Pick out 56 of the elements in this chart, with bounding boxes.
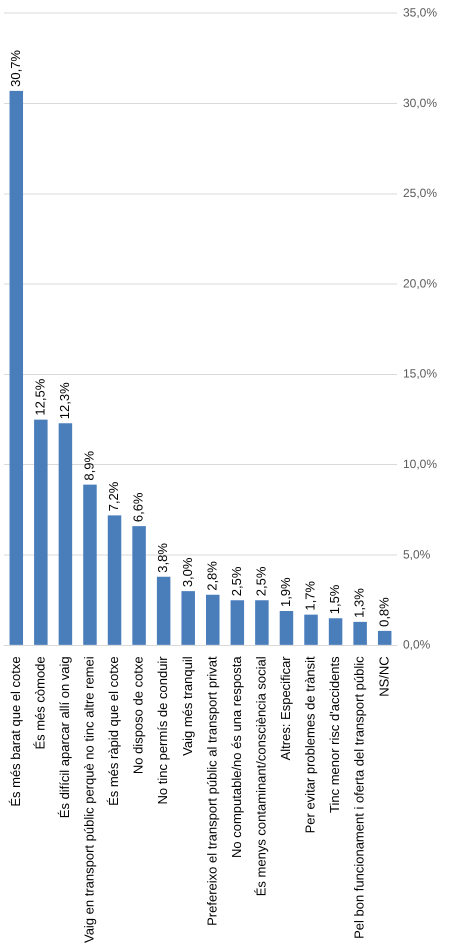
bar bbox=[255, 600, 269, 645]
x-tick-label: Vaig més tranquil bbox=[180, 656, 195, 756]
x-tick-label: És més barat que el cotxe bbox=[8, 656, 23, 807]
bar bbox=[132, 526, 146, 645]
x-tick-label: Tinc menor risc d'accidents bbox=[327, 656, 342, 813]
y-tick-label: 35,0% bbox=[402, 6, 438, 20]
bar bbox=[108, 515, 122, 645]
bar bbox=[10, 90, 24, 645]
x-tick-label: Vaig en transport públic perquè no tinc altre remei bbox=[82, 656, 97, 944]
x-tick-label: És menys contaminant/consciència social bbox=[253, 656, 268, 896]
x-tick-label: Pel bon funcionament i oferta del transport públic bbox=[352, 656, 367, 939]
x-tick-label: Per evitar problemes de trànsit bbox=[302, 656, 318, 834]
data-label: 2,5% bbox=[228, 566, 244, 596]
y-tick-label: 10,0% bbox=[402, 457, 438, 472]
y-tick-label: 5,0% bbox=[402, 547, 431, 562]
bar bbox=[378, 630, 392, 645]
bar bbox=[34, 420, 48, 645]
x-tick-label: No computable/no és una resposta bbox=[228, 656, 244, 858]
data-label: 12,3% bbox=[56, 382, 72, 420]
y-tick-label: 20,0% bbox=[402, 276, 438, 290]
data-label: 1,7% bbox=[302, 580, 318, 611]
data-label: 12,5% bbox=[32, 378, 48, 416]
data-label: 8,9% bbox=[82, 450, 97, 481]
data-label: 1,5% bbox=[327, 584, 342, 614]
data-label: 2,5% bbox=[253, 566, 268, 596]
x-tick-label: És més ràpid que el cotxe bbox=[106, 656, 122, 806]
data-label: 3,0% bbox=[180, 557, 195, 588]
x-tick-label: Prefereixo el transport públic al transport privat bbox=[204, 656, 220, 926]
bar bbox=[58, 423, 72, 645]
x-tick-label: Altres: Especificar bbox=[278, 656, 294, 760]
data-label: 0,8% bbox=[376, 596, 392, 627]
bar bbox=[206, 594, 220, 645]
x-tick-label: És difícil aparcar allí on vaig bbox=[56, 656, 72, 818]
data-label: 3,8% bbox=[155, 542, 170, 573]
data-label: 6,6% bbox=[130, 492, 146, 522]
bar bbox=[156, 576, 170, 645]
bar bbox=[181, 591, 195, 645]
x-tick-label: No tinc permís de conduir bbox=[155, 656, 170, 804]
x-tick-label: No disposo de cotxe bbox=[130, 656, 146, 774]
y-tick-label: 15,0% bbox=[402, 366, 438, 381]
bar bbox=[328, 618, 342, 645]
y-tick-label: 25,0% bbox=[402, 186, 438, 200]
bar bbox=[304, 614, 318, 645]
y-tick-label: 0,0% bbox=[402, 638, 431, 652]
data-label: 7,2% bbox=[106, 481, 122, 512]
bar bbox=[230, 600, 244, 645]
y-tick-label: 30,0% bbox=[402, 96, 438, 110]
data-label: 1,3% bbox=[352, 588, 367, 618]
bar bbox=[83, 484, 97, 645]
bar bbox=[353, 622, 367, 645]
x-tick-label: És més còmode bbox=[32, 656, 48, 750]
data-label: 2,8% bbox=[204, 560, 220, 591]
data-label: 30,7% bbox=[8, 50, 23, 87]
data-label: 1,9% bbox=[278, 576, 294, 608]
x-tick-label: NS/NC bbox=[376, 656, 392, 697]
bar bbox=[280, 611, 294, 645]
